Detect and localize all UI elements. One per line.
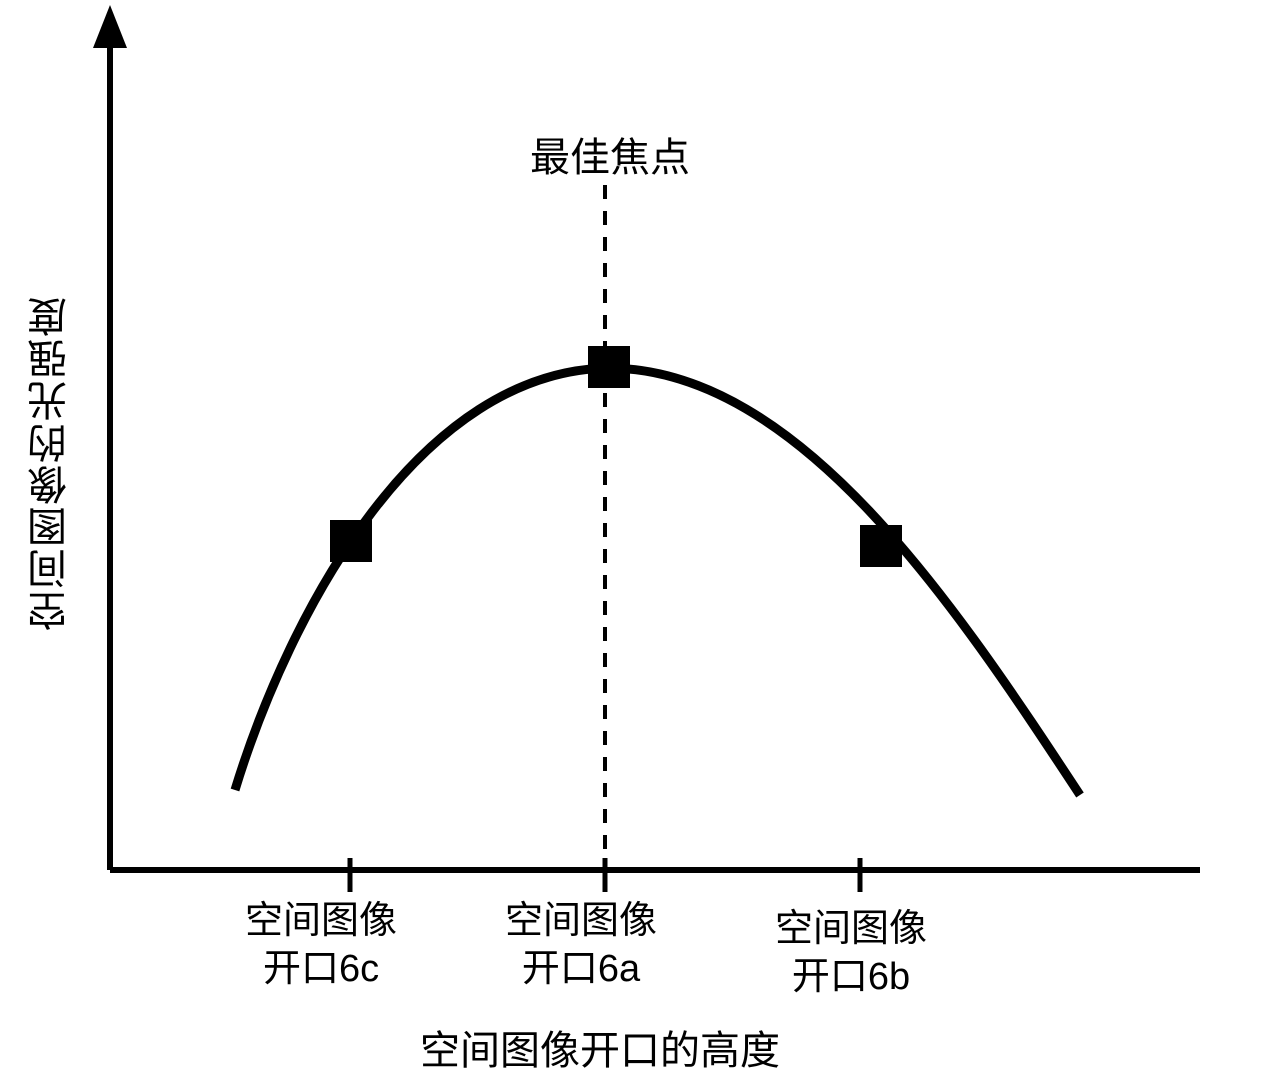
tick-b-line2: 开口6b bbox=[775, 954, 927, 1002]
chart-container: 最佳焦点 空间图像的光强度 空间图像开口的高度 空间图像 开口6c 空间图像 开… bbox=[0, 0, 1288, 1074]
best-focus-label: 最佳焦点 bbox=[530, 125, 690, 183]
tick-a-line2: 开口6a bbox=[505, 946, 657, 994]
tick-a-line1: 空间图像 bbox=[505, 898, 657, 946]
marker-c bbox=[330, 520, 372, 562]
tick-c-line2: 开口6c bbox=[245, 946, 397, 994]
y-axis-arrowhead bbox=[93, 5, 127, 48]
intensity-curve bbox=[235, 368, 1080, 795]
y-axis-label: 空间图像的光强度 bbox=[22, 295, 80, 631]
marker-a bbox=[588, 346, 630, 388]
tick-label-a: 空间图像 开口6a bbox=[505, 898, 657, 993]
marker-b bbox=[860, 525, 902, 567]
tick-c-line1: 空间图像 bbox=[245, 898, 397, 946]
tick-label-c: 空间图像 开口6c bbox=[245, 898, 397, 993]
tick-label-b: 空间图像 开口6b bbox=[775, 906, 927, 1001]
x-axis-label: 空间图像开口的高度 bbox=[420, 1018, 780, 1076]
tick-b-line1: 空间图像 bbox=[775, 906, 927, 954]
